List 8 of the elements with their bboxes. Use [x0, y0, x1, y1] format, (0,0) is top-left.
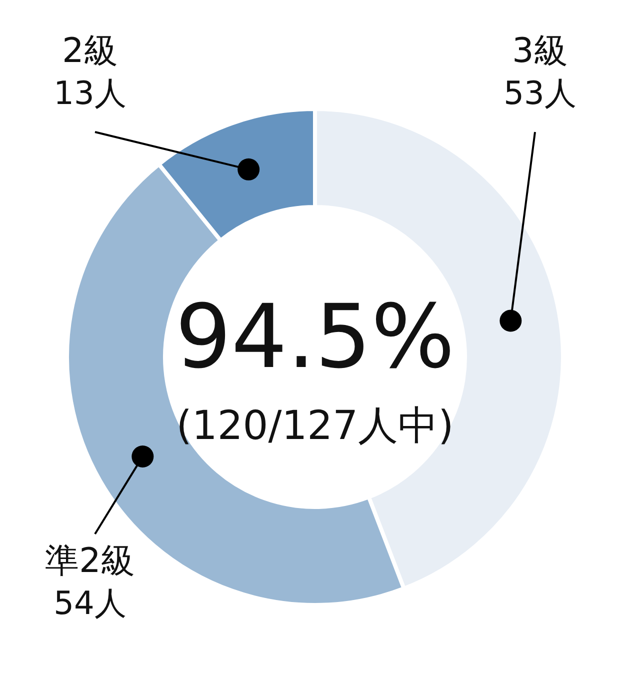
data-label: 54人	[54, 584, 126, 622]
text: 94.5%	[175, 285, 455, 388]
text: (120/127人中)	[176, 403, 454, 449]
slice-label: 準2級	[45, 541, 135, 581]
slice-label: 3級	[512, 31, 568, 71]
data-label: 13人	[54, 74, 126, 112]
data-label: 53人	[504, 74, 576, 112]
slice-label: 2級	[62, 31, 118, 71]
